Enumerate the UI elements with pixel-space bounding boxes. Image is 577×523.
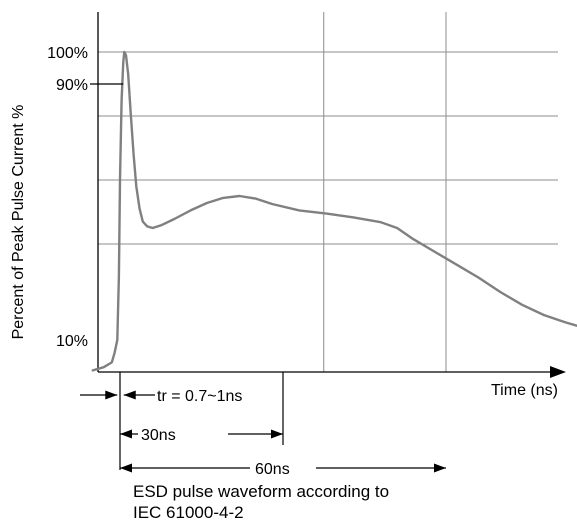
x-axis-label: Time (ns) — [491, 382, 558, 399]
series-layer — [91, 50, 577, 372]
caption-line-1: ESD pulse waveform according to — [133, 482, 390, 501]
x-axis-arrowhead — [550, 366, 566, 378]
figure-caption: ESD pulse waveform according to IEC 6100… — [133, 481, 463, 523]
waveform-series-line — [91, 50, 577, 372]
y-axis-label: Percent of Peak Pulse Current % — [10, 105, 27, 340]
caption-line-2: IEC 61000-4-2 — [133, 503, 244, 522]
y-tick-label: 10% — [56, 333, 88, 350]
y-tick-layer: 100% 90% 10% — [47, 45, 124, 350]
grid-lines — [98, 12, 558, 372]
y-tick-label: 100% — [47, 45, 88, 62]
dimension-arrowhead — [434, 463, 446, 473]
annotation-layer: tr = 0.7~1ns 30ns 60ns — [80, 372, 446, 478]
axes — [97, 12, 566, 378]
dimension-arrowhead — [271, 429, 283, 439]
dimension-arrowhead — [123, 390, 136, 400]
annotation-tr-label: tr = 0.7~1ns — [157, 388, 242, 405]
annotation-30ns-label: 30ns — [141, 427, 176, 444]
dimension-arrowhead — [105, 390, 118, 400]
y-tick-label: 90% — [56, 77, 88, 94]
annotation-60ns-label: 60ns — [255, 461, 290, 478]
